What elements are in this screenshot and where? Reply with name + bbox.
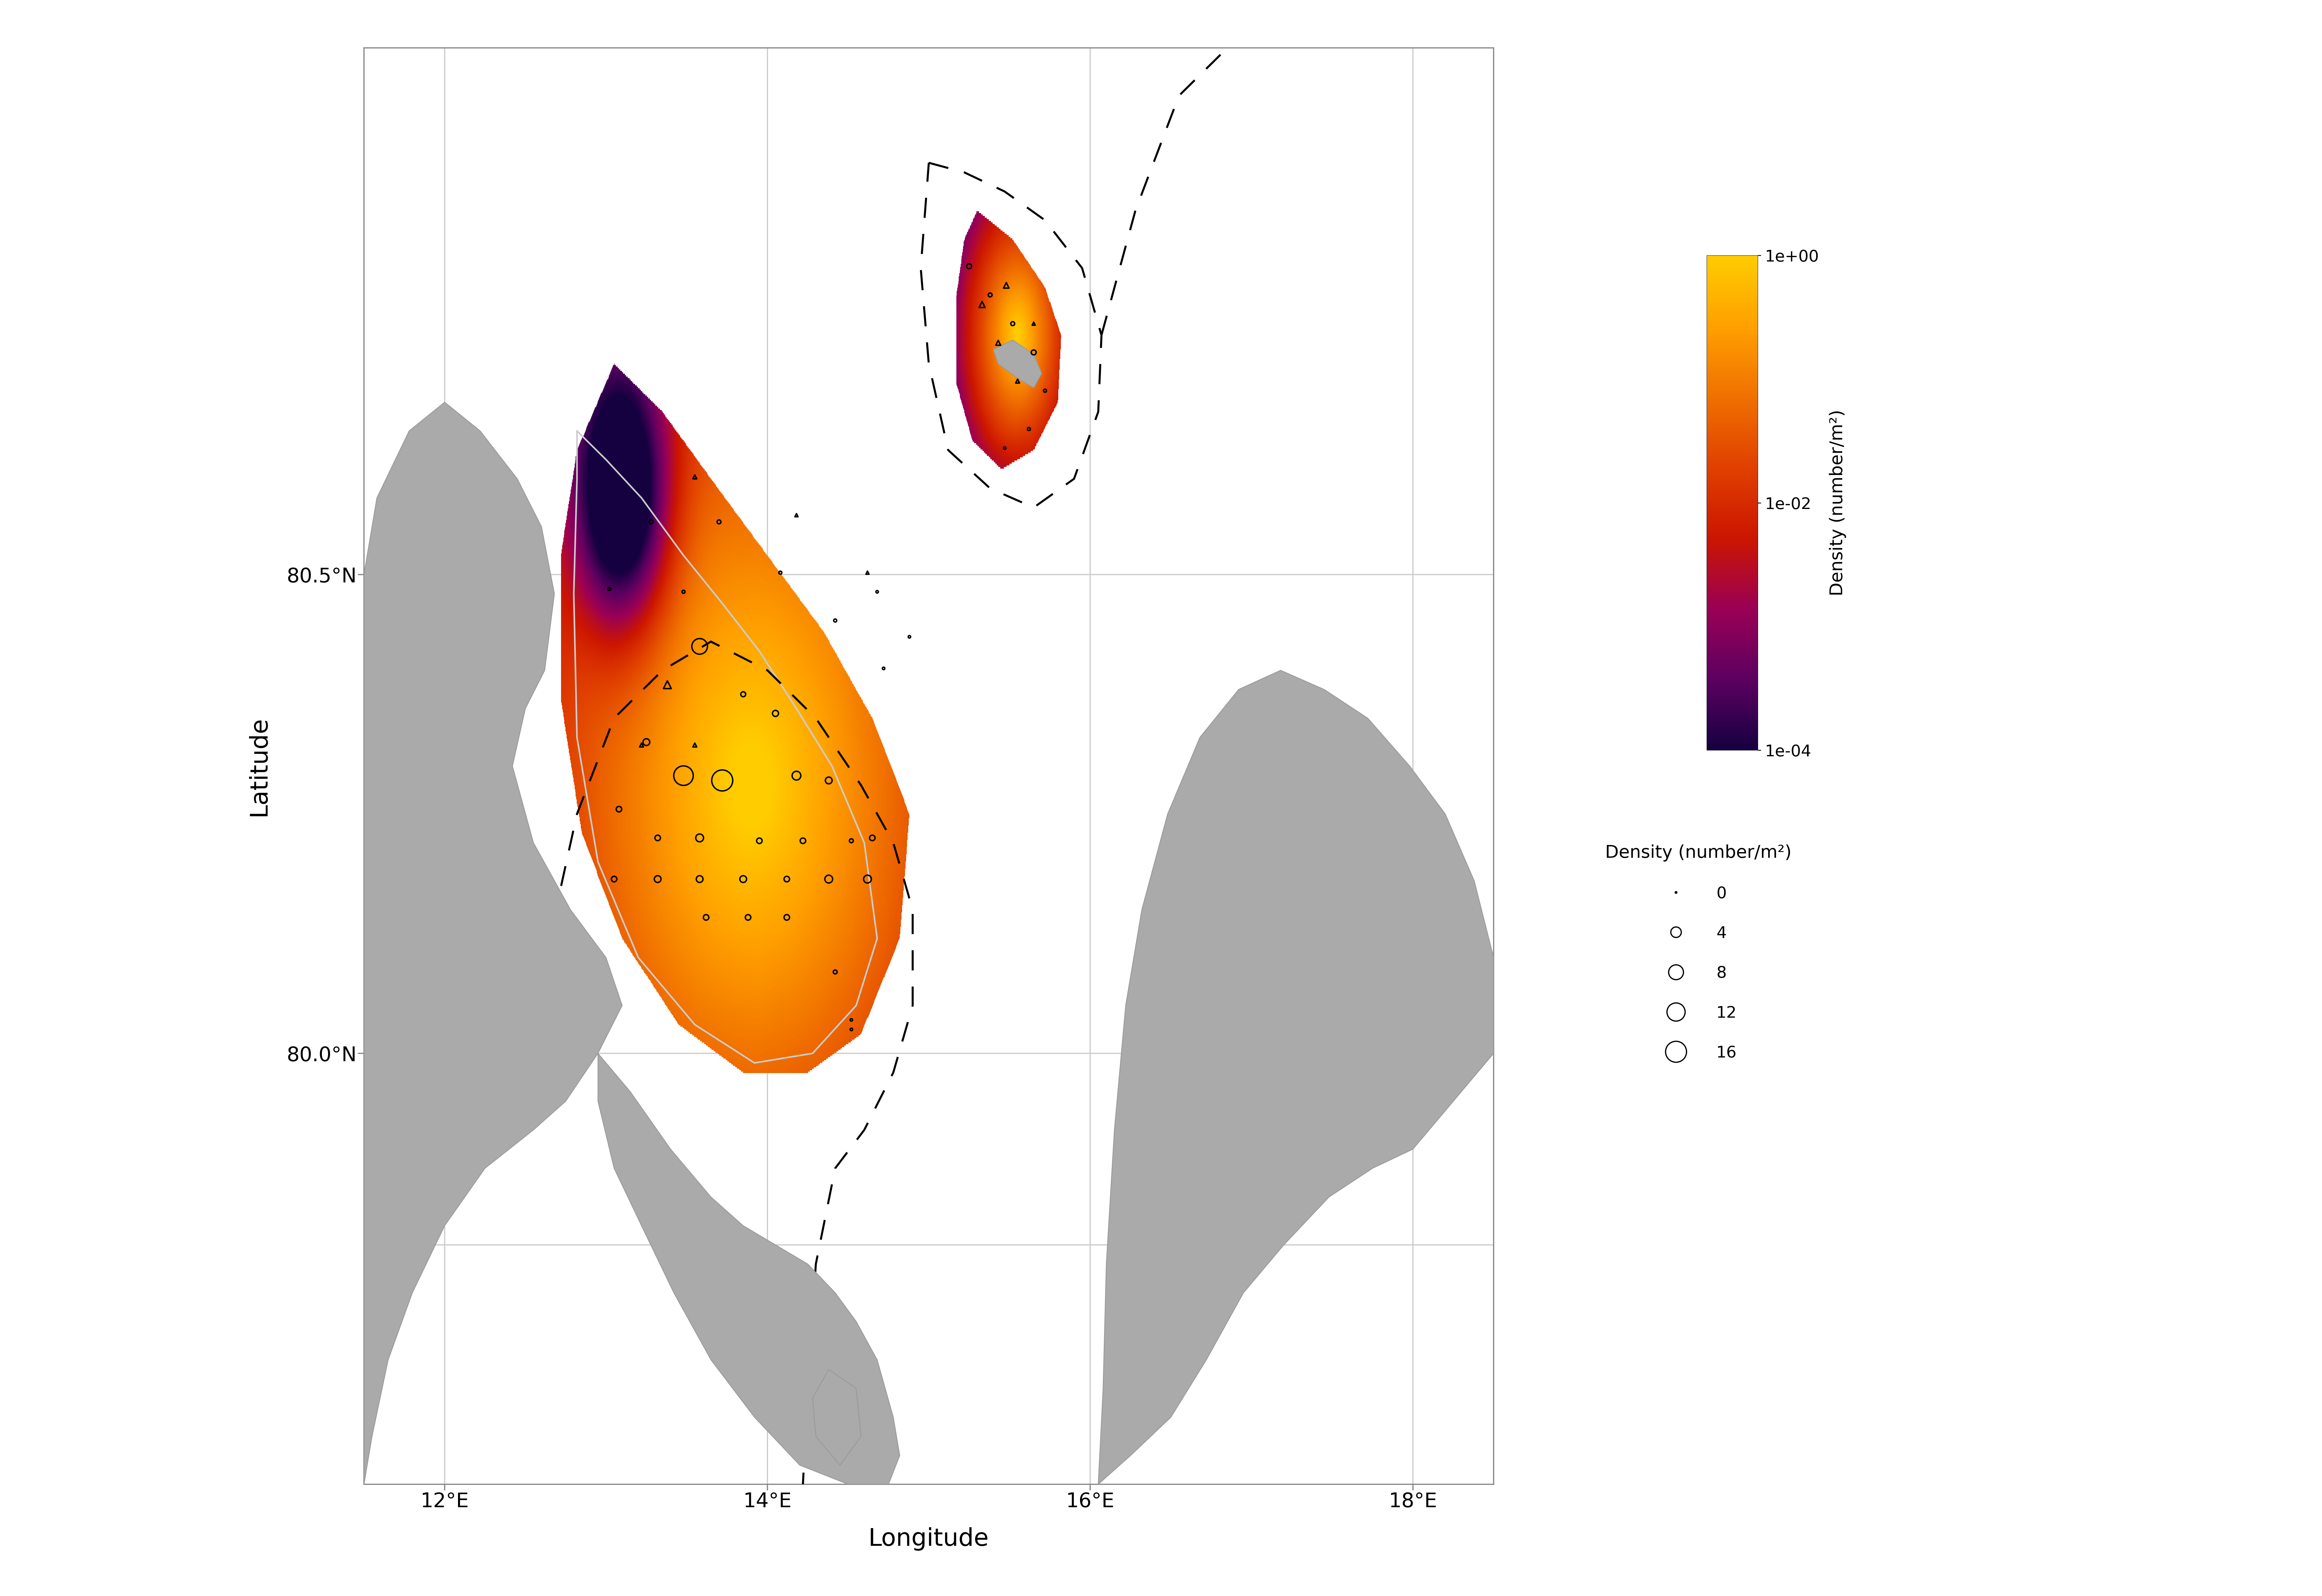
- Point: [950, 254, 987, 279]
- Point: [741, 828, 778, 854]
- Point: [724, 681, 762, 707]
- Point: [590, 576, 627, 602]
- Point: [757, 701, 794, 726]
- Y-axis label: Density (number/m²): Density (number/m²): [1830, 410, 1846, 595]
- Point: [594, 867, 632, 892]
- Point: [834, 1007, 871, 1033]
- Point: [971, 282, 1008, 308]
- Point: [892, 624, 929, 650]
- Point: [632, 509, 669, 535]
- Point: [817, 959, 854, 985]
- Point: [1015, 311, 1052, 337]
- Point: [778, 763, 815, 788]
- Point: [680, 634, 717, 659]
- Point: [627, 729, 664, 755]
- Point: [1026, 378, 1063, 404]
- Point: [769, 905, 806, 930]
- Point: [729, 905, 766, 930]
- Point: [854, 825, 892, 851]
- Point: [987, 273, 1024, 298]
- Point: [664, 579, 701, 605]
- Point: [762, 560, 799, 586]
- Point: [769, 867, 806, 892]
- Point: [601, 796, 639, 822]
- Point: [834, 1017, 871, 1042]
- Point: [998, 369, 1036, 394]
- Point: [810, 768, 848, 793]
- Point: [994, 311, 1031, 337]
- Legend: 0, 4, 8, 12, 16: 0, 4, 8, 12, 16: [1598, 838, 1797, 1068]
- Point: [676, 733, 713, 758]
- Point: [834, 828, 871, 854]
- Point: [778, 503, 815, 528]
- Polygon shape: [994, 340, 1043, 388]
- Point: [648, 672, 685, 697]
- X-axis label: Longitude: Longitude: [868, 1527, 989, 1551]
- Point: [701, 509, 738, 535]
- Point: [639, 867, 676, 892]
- Polygon shape: [599, 1053, 899, 1484]
- Polygon shape: [1098, 670, 1493, 1484]
- Point: [987, 436, 1024, 461]
- Point: [1010, 417, 1047, 442]
- Polygon shape: [365, 402, 622, 1484]
- Polygon shape: [813, 1369, 861, 1465]
- Point: [810, 867, 848, 892]
- Point: [639, 825, 676, 851]
- Point: [850, 867, 887, 892]
- Point: [704, 768, 741, 793]
- Point: [687, 905, 724, 930]
- Y-axis label: Latitude: Latitude: [246, 717, 269, 816]
- Point: [622, 733, 659, 758]
- Point: [785, 828, 822, 854]
- Point: [850, 560, 887, 586]
- Point: [676, 464, 713, 490]
- Point: [1015, 340, 1052, 365]
- Point: [859, 579, 896, 605]
- Point: [980, 330, 1017, 356]
- Point: [680, 867, 717, 892]
- Point: [817, 608, 854, 634]
- Point: [664, 763, 701, 788]
- Point: [680, 825, 717, 851]
- Point: [724, 867, 762, 892]
- Point: [866, 656, 903, 681]
- Point: [964, 292, 1001, 318]
